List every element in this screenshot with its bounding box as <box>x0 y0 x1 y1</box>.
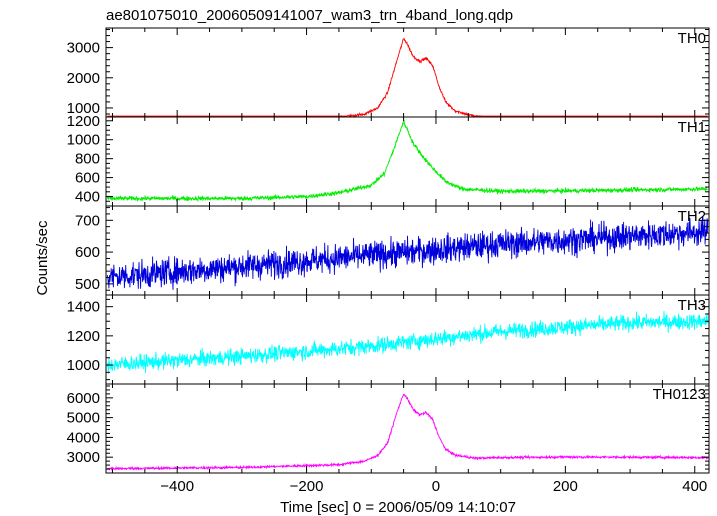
y-tick-label: 400 <box>75 189 100 206</box>
series-line-th3 <box>106 310 709 375</box>
y-tick-label: 1400 <box>67 299 100 316</box>
x-axis-label: Time [sec] 0 = 2006/05/09 14:10:07 <box>280 499 516 516</box>
series-name-th2: TH2 <box>678 208 706 225</box>
series-name-th1: TH1 <box>678 119 706 136</box>
series-line-th2 <box>106 216 709 290</box>
y-axis-label: Counts/sec <box>34 220 51 296</box>
y-tick-label: 5000 <box>67 410 100 427</box>
series-line-th0 <box>107 37 708 118</box>
series-name-th0123: TH0123 <box>653 386 706 403</box>
panel-th2: 500 600 700 TH2 <box>75 205 710 296</box>
y-tick-label: 800 <box>75 151 100 168</box>
panel-th0: 1000 2000 3000 TH0 <box>67 27 710 118</box>
panel-th0123: 3000 4000 5000 6000 TH0123 <box>67 383 710 474</box>
y-tick-label: 1200 <box>67 113 100 130</box>
y-tick-label: 2000 <box>67 70 100 87</box>
x-tick-label: −400 <box>160 478 194 495</box>
y-tick-label: 3000 <box>67 449 100 466</box>
y-tick-label: 3000 <box>67 40 100 57</box>
y-tick-label: 1200 <box>67 328 100 345</box>
panel-frame-th0123 <box>105 383 710 474</box>
y-tick-label: 600 <box>75 244 100 261</box>
x-tick-label: 200 <box>553 478 578 495</box>
series-line-th0123 <box>107 393 709 471</box>
y-tick-label: 1000 <box>67 132 100 149</box>
panel-th1: 400 600 800 1000 1200 TH1 <box>67 113 710 207</box>
panel-frame-th0 <box>105 27 710 118</box>
y-tick-label: 1000 <box>67 100 100 117</box>
series-line-th1 <box>106 120 709 203</box>
y-tick-label: 500 <box>75 276 100 293</box>
y-tick-label: 700 <box>75 212 100 229</box>
chart-title: ae801075010_20060509141007_wam3_trn_4ban… <box>106 7 513 24</box>
y-tick-label: 600 <box>75 170 100 187</box>
series-name-th3: TH3 <box>678 297 706 314</box>
y-tick-label: 6000 <box>67 390 100 407</box>
y-tick-label: 4000 <box>67 429 100 446</box>
series-name-th0: TH0 <box>678 30 706 47</box>
panel-th3: 1000 1200 1400 TH3 <box>67 294 710 385</box>
x-tick-label: 0 <box>432 478 440 495</box>
y-tick-label: 1000 <box>67 357 100 374</box>
x-tick-label: 400 <box>682 478 707 495</box>
x-tick-label: −200 <box>290 478 324 495</box>
